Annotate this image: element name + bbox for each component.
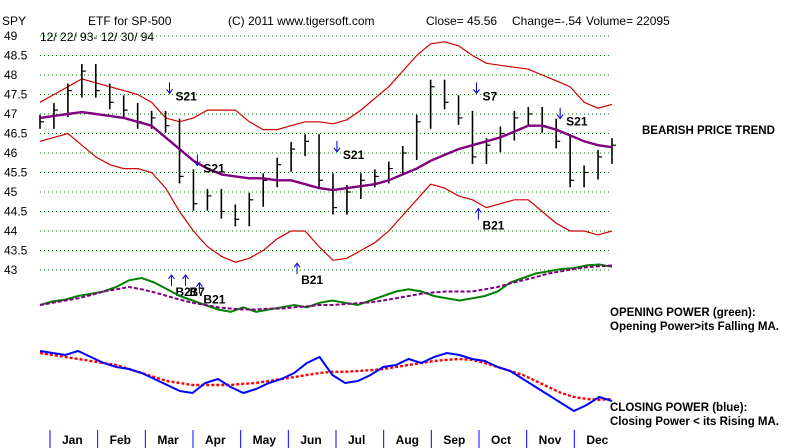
month-label: Oct — [491, 433, 511, 447]
y-tick-label: 46.5 — [4, 127, 28, 141]
price-bars — [39, 64, 616, 227]
y-tick-label: 49 — [4, 29, 18, 43]
y-axis-ticks: 49 48.5 48 47.5 47 46.5 46 45.5 45 44.5 44 43.5 43 — [4, 29, 28, 277]
closing-power-line — [39, 349, 613, 413]
signal-label: S21 — [203, 162, 225, 176]
change-value: Change=-.54 — [512, 14, 582, 28]
opening-power-panel — [39, 263, 613, 313]
closing-power-ma-line — [39, 351, 613, 402]
buy-arrowhead — [475, 207, 482, 213]
month-label: Jul — [348, 433, 365, 447]
month-label: Apr — [205, 433, 226, 447]
opening-power-desc: Opening Power>its Falling MA. — [610, 321, 780, 333]
sell-arrowhead — [333, 147, 341, 153]
y-tick-label: 44 — [4, 224, 18, 238]
month-axis: Jan Feb Mar Apr May Jun Jul Aug Sep Oct Nov Dec — [49, 430, 609, 448]
y-tick-label: 48 — [4, 68, 18, 82]
close-value: Close= 45.56 — [426, 14, 498, 28]
month-label: Dec — [586, 433, 608, 447]
sell-arrowhead — [473, 89, 480, 95]
upper-band-line — [39, 41, 613, 131]
sell-arrowhead — [556, 114, 564, 120]
price-ma-line — [39, 110, 613, 192]
signal-label: B7 — [189, 285, 205, 299]
signal-label: B21 — [203, 293, 225, 307]
opening-power-title: OPENING POWER (green): — [610, 307, 756, 319]
y-tick-label: 48.5 — [4, 49, 28, 63]
volume-value: Volume= 22095 — [586, 14, 670, 28]
sell-arrowhead — [194, 161, 201, 167]
y-tick-label: 47 — [4, 107, 18, 121]
buy-arrowhead — [293, 262, 301, 268]
month-label: Jan — [62, 433, 83, 447]
buy-arrowhead — [182, 274, 189, 280]
closing-power-desc: Closing Power < its Rising MA. — [610, 416, 780, 428]
gridlines — [40, 35, 612, 271]
chart-title: ETF for SP-500 — [88, 14, 172, 28]
buy-arrowhead — [168, 274, 175, 280]
bollinger-bands — [39, 41, 613, 263]
signal-label: S7 — [482, 89, 497, 103]
opening-power-ma-line — [39, 264, 613, 311]
signal-label: B21 — [482, 219, 504, 233]
signal-label: S21 — [566, 115, 588, 129]
y-tick-label: 47.5 — [4, 88, 28, 102]
copyright-label: (C) 2011 www.tigersoft.com — [228, 14, 375, 28]
signal-label: S21 — [176, 89, 198, 103]
opening-power-line — [39, 263, 613, 313]
lower-band-line — [39, 132, 613, 263]
month-label: Mar — [157, 433, 179, 447]
y-tick-label: 44.5 — [4, 205, 28, 219]
closing-power-title: CLOSING POWER (blue): — [610, 402, 748, 414]
month-label: Sep — [443, 433, 465, 447]
y-tick-label: 45 — [4, 185, 18, 199]
closing-power-panel — [39, 349, 613, 413]
price-moving-average — [39, 110, 613, 192]
month-label: Aug — [396, 433, 419, 447]
date-range: 12/ 22/ 93- 12/ 30/ 94 — [40, 30, 155, 44]
month-label: Jun — [300, 433, 321, 447]
month-label: Nov — [539, 433, 562, 447]
y-tick-label: 46 — [4, 146, 18, 160]
symbol-label: SPY — [2, 14, 27, 28]
y-tick-label: 43.5 — [4, 244, 28, 258]
signal-label: S21 — [343, 148, 365, 162]
month-label: Feb — [110, 433, 131, 447]
y-tick-label: 43 — [4, 263, 18, 277]
buy-arrowhead — [196, 281, 203, 288]
sell-arrowhead — [166, 89, 173, 95]
trend-annotation: BEARISH PRICE TREND — [642, 125, 775, 137]
month-label: May — [253, 433, 277, 447]
y-tick-label: 45.5 — [4, 166, 28, 180]
signal-label: B21 — [301, 273, 323, 287]
